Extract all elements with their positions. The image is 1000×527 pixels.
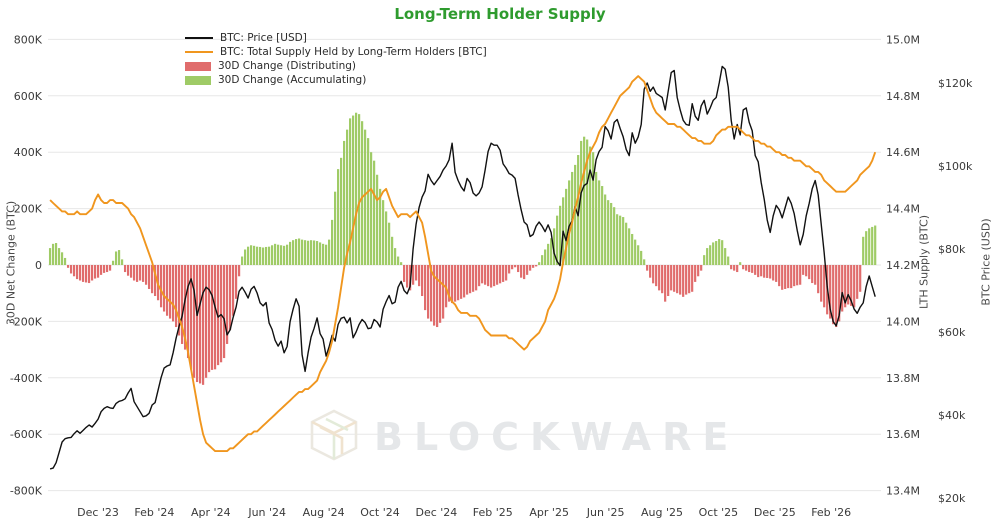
svg-text:Feb '24: Feb '24 [134,506,174,519]
svg-text:800K: 800K [14,33,43,46]
svg-text:Feb '25: Feb '25 [473,506,513,519]
svg-text:$100k: $100k [938,160,973,173]
svg-text:14.2M: 14.2M [886,259,920,272]
svg-text:14.6M: 14.6M [886,146,920,159]
svg-text:$60k: $60k [938,326,966,339]
svg-text:$40k: $40k [938,409,966,422]
svg-text:Apr '25: Apr '25 [529,506,569,519]
legend: BTC: Price [USD] BTC: Total Supply Held b… [185,31,487,87]
svg-text:14.4M: 14.4M [886,203,920,216]
svg-text:-600K: -600K [10,428,43,441]
legend-item: 30D Change (Distributing) [185,59,487,73]
legend-bar-swatch [185,75,211,85]
svg-text:15.0M: 15.0M [886,33,920,46]
svg-text:-400K: -400K [10,372,43,385]
svg-text:200K: 200K [14,203,43,216]
svg-text:-200K: -200K [10,315,43,328]
svg-text:13.4M: 13.4M [886,485,920,498]
legend-item-label: 30D Change (Accumulating) [218,74,367,86]
svg-text:Jun '25: Jun '25 [586,506,625,519]
svg-text:Apr '24: Apr '24 [191,506,231,519]
right-price-axis-title: BTC Price (USD) [979,218,993,306]
svg-text:Feb '26: Feb '26 [811,506,851,519]
legend-item: BTC: Total Supply Held by Long-Term Hold… [185,45,487,59]
legend-line-swatch [185,37,213,39]
legend-bar-swatch [185,61,211,71]
svg-text:$80k: $80k [938,243,966,256]
svg-text:600K: 600K [14,90,43,103]
svg-text:13.6M: 13.6M [886,428,920,441]
svg-text:Jun '24: Jun '24 [247,506,286,519]
svg-text:-800K: -800K [10,485,43,498]
svg-text:0: 0 [35,259,42,272]
svg-text:400K: 400K [14,146,43,159]
svg-text:$120k: $120k [938,77,973,90]
svg-text:$20k: $20k [938,492,966,505]
legend-item-label: BTC: Total Supply Held by Long-Term Hold… [220,46,487,58]
svg-text:13.8M: 13.8M [886,372,920,385]
svg-text:Dec '25: Dec '25 [754,506,796,519]
page-title: Long-Term Holder Supply [394,5,606,23]
legend-item: BTC: Price [USD] [185,31,487,45]
svg-text:14.8M: 14.8M [886,90,920,103]
right-supply-axis-title: LTH Supply (BTC) [917,215,931,309]
legend-item: 30D Change (Accumulating) [185,73,487,87]
svg-text:14.0M: 14.0M [886,315,920,328]
legend-item-label: BTC: Price [USD] [220,32,307,44]
left-axis-title: 30D Net Change (BTC) [4,200,18,326]
svg-text:Oct '25: Oct '25 [699,506,739,519]
legend-item-label: 30D Change (Distributing) [218,60,357,72]
svg-text:Dec '24: Dec '24 [415,506,457,519]
svg-text:Aug '24: Aug '24 [303,506,345,519]
legend-line-swatch [185,51,213,53]
svg-text:Dec '23: Dec '23 [77,506,119,519]
svg-text:Aug '25: Aug '25 [641,506,683,519]
svg-text:Oct '24: Oct '24 [360,506,400,519]
